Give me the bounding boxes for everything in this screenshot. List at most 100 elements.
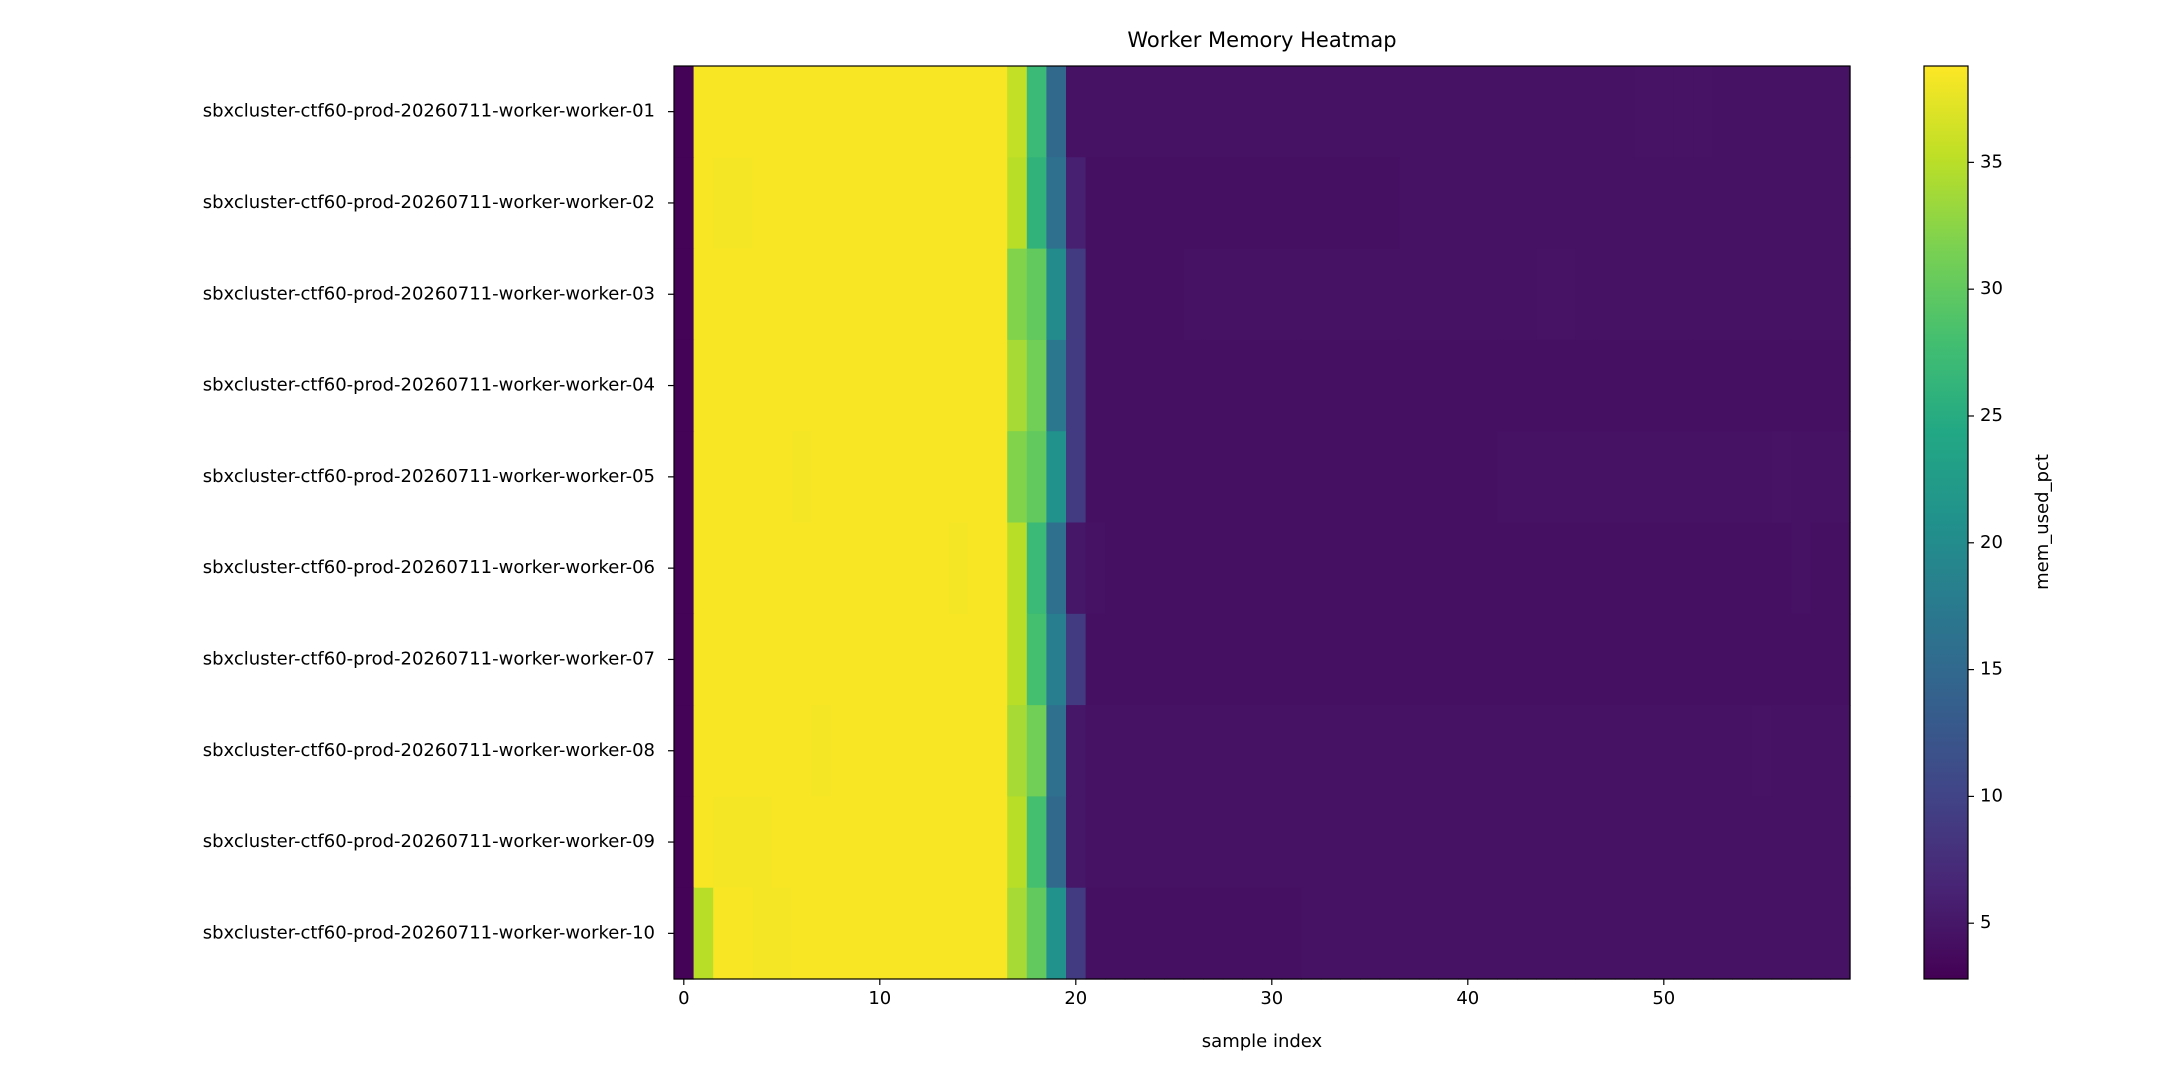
colorbar-tick-label: 20	[1980, 532, 2003, 553]
heatmap-cell	[1516, 705, 1537, 797]
heatmap-cell	[1614, 887, 1635, 980]
heatmap-cell	[1791, 339, 1812, 432]
heatmap-cell	[772, 613, 793, 706]
heatmap-cell	[1144, 522, 1165, 615]
heatmap-cell	[968, 66, 989, 158]
heatmap-cell	[850, 705, 871, 797]
heatmap-cell	[1379, 613, 1400, 706]
heatmap-cell	[1026, 613, 1047, 706]
colorbar-tick-label: 10	[1980, 785, 2003, 806]
heatmap-cell	[1477, 887, 1498, 980]
heatmap-cell	[1105, 887, 1126, 980]
heatmap-cell	[1752, 157, 1773, 250]
heatmap-cell	[968, 522, 989, 615]
heatmap-cell	[713, 66, 734, 158]
heatmap-cell	[1732, 705, 1753, 797]
colorbar-label: mem_used_pct	[2032, 454, 2053, 590]
heatmap-cell	[830, 339, 851, 432]
heatmap-cell	[1105, 339, 1126, 432]
heatmap-cell	[1183, 796, 1204, 889]
heatmap-cell	[1026, 248, 1047, 341]
heatmap-cell	[1810, 613, 1831, 706]
heatmap-cell	[674, 522, 695, 615]
heatmap-cell	[674, 66, 695, 158]
heatmap-cell	[1144, 157, 1165, 250]
heatmap-cell	[1771, 613, 1792, 706]
heatmap-cell	[1477, 248, 1498, 341]
heatmap-cell	[772, 887, 793, 980]
heatmap-cell	[732, 66, 753, 158]
heatmap-cell	[1340, 66, 1361, 158]
heatmap-cell	[693, 522, 714, 615]
colorbar-tick-label: 35	[1980, 151, 2003, 172]
heatmap-cell	[1262, 796, 1283, 889]
heatmap-cell	[1673, 705, 1694, 797]
heatmap-cell	[928, 431, 949, 524]
heatmap-cell	[1281, 705, 1302, 797]
heatmap-cell	[674, 613, 695, 706]
heatmap-cell	[713, 887, 734, 980]
heatmap-cell	[1085, 66, 1106, 158]
heatmap-cell	[1222, 887, 1243, 980]
heatmap-cell	[1320, 613, 1341, 706]
heatmap-cell	[1320, 431, 1341, 524]
heatmap-cell	[713, 339, 734, 432]
heatmap-cell	[850, 431, 871, 524]
heatmap-cell	[830, 887, 851, 980]
y-tick-label: sbxcluster-ctf60-prod-20260711-worker-wo…	[203, 740, 655, 761]
heatmap-cell	[713, 613, 734, 706]
heatmap-cell	[674, 705, 695, 797]
heatmap-cell	[1242, 796, 1263, 889]
heatmap-cell	[674, 887, 695, 980]
heatmap-cell	[732, 431, 753, 524]
heatmap-cell	[1477, 705, 1498, 797]
heatmap-cell	[1026, 522, 1047, 615]
heatmap-cell	[1712, 248, 1733, 341]
heatmap-cell	[1614, 66, 1635, 158]
heatmap-cell	[752, 248, 773, 341]
heatmap-cell	[1732, 796, 1753, 889]
heatmap-cell	[1379, 887, 1400, 980]
heatmap-cell	[1399, 248, 1420, 341]
heatmap-cell	[1438, 66, 1459, 158]
heatmap-cell	[752, 339, 773, 432]
heatmap-cell	[811, 339, 832, 432]
heatmap-cell	[1281, 66, 1302, 158]
heatmap-cell	[1556, 339, 1577, 432]
heatmap-cell	[1418, 796, 1439, 889]
heatmap-cell	[1164, 887, 1185, 980]
heatmap-cell	[1301, 796, 1322, 889]
heatmap-cell	[1595, 157, 1616, 250]
heatmap-cell	[1124, 431, 1145, 524]
heatmap-cell	[987, 66, 1008, 158]
heatmap-cell	[1105, 248, 1126, 341]
heatmap-cell	[1379, 431, 1400, 524]
heatmap-cell	[693, 66, 714, 158]
heatmap-cell	[870, 613, 891, 706]
heatmap-cell	[1301, 887, 1322, 980]
heatmap-cell	[1438, 339, 1459, 432]
heatmap-cell	[1301, 66, 1322, 158]
heatmap-cell	[1046, 887, 1067, 980]
heatmap-cell	[987, 339, 1008, 432]
heatmap-cell	[1654, 613, 1675, 706]
heatmap-cell	[1360, 705, 1381, 797]
heatmap-cell	[1575, 705, 1596, 797]
heatmap-cell	[1379, 796, 1400, 889]
heatmap-cell	[1556, 431, 1577, 524]
heatmap-cell	[1379, 705, 1400, 797]
heatmap-cell	[889, 613, 910, 706]
heatmap-cell	[1516, 157, 1537, 250]
heatmap-cell	[713, 431, 734, 524]
heatmap-cell	[1144, 796, 1165, 889]
heatmap-cell	[1791, 796, 1812, 889]
heatmap-cell	[870, 522, 891, 615]
heatmap-cell	[1595, 613, 1616, 706]
heatmap-cell	[1379, 157, 1400, 250]
heatmap-cell	[693, 613, 714, 706]
heatmap-cell	[752, 796, 773, 889]
heatmap-cell	[1066, 705, 1087, 797]
heatmap-cell	[1360, 796, 1381, 889]
heatmap-cell	[948, 431, 969, 524]
heatmap-cell	[1399, 66, 1420, 158]
